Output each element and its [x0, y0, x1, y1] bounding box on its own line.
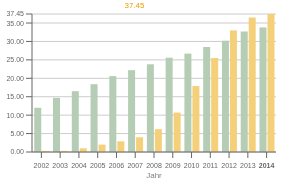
svg-text:2014: 2014 — [259, 162, 275, 169]
svg-text:2011: 2011 — [203, 162, 218, 169]
svg-text:2003: 2003 — [52, 162, 68, 169]
svg-text:2005: 2005 — [90, 162, 106, 169]
svg-text:2012: 2012 — [221, 162, 237, 169]
svg-text:2007: 2007 — [127, 162, 143, 169]
svg-text:Jahr: Jahr — [146, 171, 162, 178]
svg-text:25.00: 25.00 — [8, 56, 24, 63]
svg-text:37.45: 37.45 — [8, 10, 24, 17]
svg-text:2008: 2008 — [146, 162, 162, 169]
svg-text:2004: 2004 — [71, 162, 87, 169]
svg-text:5.00: 5.00 — [10, 130, 24, 137]
svg-text:35.00: 35.00 — [8, 20, 24, 27]
svg-text:2002: 2002 — [34, 162, 50, 169]
svg-text:2006: 2006 — [109, 162, 125, 169]
svg-text:2009: 2009 — [165, 162, 181, 169]
svg-text:15.00: 15.00 — [8, 93, 24, 100]
svg-text:2013: 2013 — [240, 162, 256, 169]
svg-text:30.00: 30.00 — [8, 38, 24, 45]
svg-text:20.00: 20.00 — [8, 75, 24, 82]
svg-text:0.00: 0.00 — [10, 148, 24, 155]
svg-text:10.00: 10.00 — [8, 112, 24, 119]
svg-text:2010: 2010 — [184, 162, 200, 169]
html-text:37.45: 37.45 — [124, 1, 145, 10]
